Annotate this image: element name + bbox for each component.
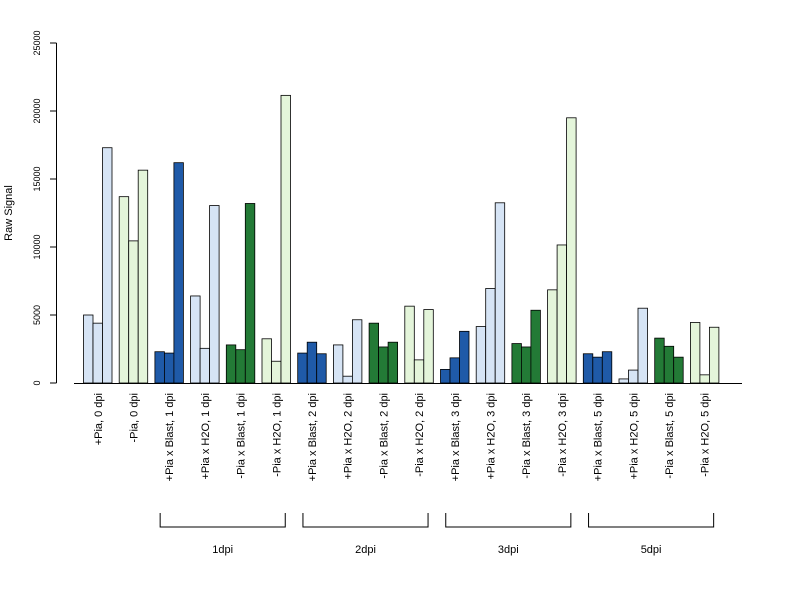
bar [297,352,308,384]
x-tick-label: -Pia x Blast, 1 dpi [236,393,248,479]
bar [271,360,282,384]
bar [673,356,684,384]
x-tick-label: -Pia x H2O, 5 dpi [700,393,712,477]
bar [351,319,363,384]
group-bracket [159,513,286,528]
bars [83,94,720,384]
group-label: 5dpi [641,544,662,556]
bar [663,345,675,384]
y-axis-label: Raw Signal [3,185,15,241]
group-bracket [302,513,429,528]
bar [173,162,184,384]
x-tick-label: +Pia x Blast, 3 dpi [450,393,462,481]
bar [209,205,220,384]
bar [628,369,639,384]
group-label: 2dpi [355,544,376,556]
bar [709,326,720,384]
bar [199,347,211,384]
bar [413,359,425,384]
bar [118,196,130,384]
bar [459,330,470,384]
bar [556,244,567,384]
y-tick-label: 20000 [32,98,42,123]
bar [699,374,710,384]
x-tick-label: +Pia x Blast, 5 dpi [593,393,605,481]
x-tick-label: +Pia x H2O, 5 dpi [628,393,640,480]
bar [83,314,94,384]
bar [225,344,237,384]
bar [244,203,256,384]
bar [378,346,389,384]
bar [618,378,629,384]
bar [654,337,665,384]
x-tick-label: -Pia x H2O, 1 dpi [271,393,283,477]
bar [521,346,532,384]
bar [440,368,451,384]
bar [530,309,541,384]
x-tick-label: -Pia x Blast, 5 dpi [664,393,676,479]
x-tick-labels: +Pia, 0 dpi -Pia, 0 dpi +Pia x Blast, 1 dp… [93,393,712,481]
bar [235,349,246,384]
group-brackets: 1dpi 2dpi 3dpi 5dpi [159,513,715,556]
bar [690,322,701,384]
y-tick-label: 0 [32,380,42,385]
bar [582,353,594,384]
bar [280,94,291,384]
bar [601,351,613,384]
bar [306,341,318,384]
group-label: 3dpi [498,544,519,556]
bar [387,341,399,384]
x-tick-label: +Pia x H2O, 2 dpi [343,393,355,480]
bar [423,309,434,384]
y-tick-label: 5000 [32,305,42,325]
y-tick-label: 10000 [32,234,42,259]
y-axis: 0 5000 10000 15000 20000 25000 [32,30,57,386]
bar [163,352,175,384]
bar [190,295,201,384]
x-tick-label: -Pia x Blast, 3 dpi [521,393,533,479]
x-tick-label: +Pia x H2O, 3 dpi [485,393,497,480]
x-tick-label: +Pia x H2O, 1 dpi [200,393,212,480]
y-tick-label: 25000 [32,30,42,55]
x-tick-label: +Pia x Blast, 1 dpi [164,393,176,481]
x-tick-label: -Pia x Blast, 2 dpi [378,393,390,479]
bar [92,322,103,384]
bar [332,344,344,384]
bar [566,117,577,384]
bar [485,288,496,384]
x-tick-label: +Pia x Blast, 2 dpi [307,393,319,481]
bar [637,307,648,384]
bar [475,326,487,384]
bar [316,353,327,384]
bar [128,240,139,384]
bar [261,338,272,384]
bar [102,147,113,384]
x-tick-label: -Pia x H2O, 2 dpi [414,393,426,477]
bar [494,202,506,384]
group-label: 1dpi [212,544,233,556]
group-bracket [445,513,572,528]
bar [547,289,558,384]
bar [137,169,149,384]
bar [342,375,353,384]
x-tick-label: -Pia x H2O, 3 dpi [557,393,569,477]
group-bracket [588,513,715,528]
bar [592,356,603,384]
bar [449,357,460,384]
x-tick-label: -Pia, 0 dpi [128,393,140,443]
x-tick-label: +Pia, 0 dpi [93,393,105,445]
bar [404,305,415,384]
bar [368,322,380,384]
bar [511,343,522,384]
bar [154,351,165,384]
y-tick-label: 15000 [32,166,42,191]
